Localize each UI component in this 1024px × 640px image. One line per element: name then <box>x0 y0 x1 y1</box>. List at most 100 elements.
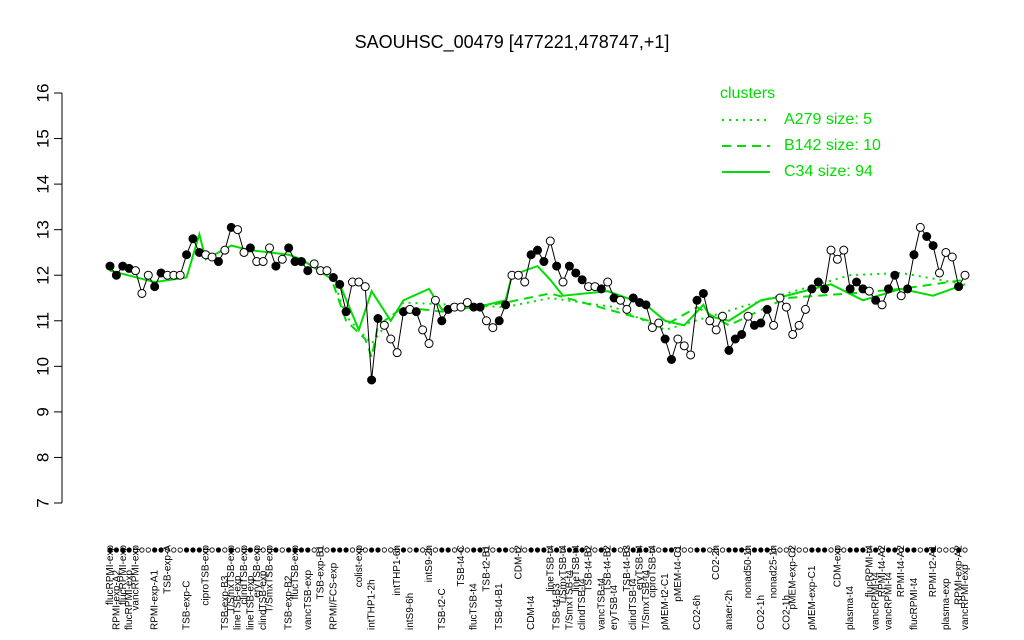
data-point <box>284 243 294 253</box>
data-point <box>679 341 689 351</box>
data-point <box>175 270 185 280</box>
sample-dot <box>400 547 407 553</box>
sample-label: RPMI/FCS-exp <box>328 562 339 630</box>
sample-label: TSB-t4-B2 <box>603 545 614 592</box>
sample-dot <box>324 547 330 553</box>
sample-dot <box>528 547 534 553</box>
sample-label: flucRPMI-exp <box>118 545 129 605</box>
sample-dot <box>885 547 892 553</box>
y-tick-label: 14 <box>33 175 52 194</box>
sample-label: vancRPMI-exp <box>131 545 142 611</box>
sample-label: T/SmxTSB-exp <box>265 545 276 613</box>
sample-dot <box>809 547 815 553</box>
sample-dot <box>196 547 202 553</box>
data-point <box>213 257 223 267</box>
sample-label: vancTSB-exp <box>303 570 314 630</box>
sample-dot <box>464 547 470 553</box>
sample-label: lineTSB-t4 <box>571 545 582 592</box>
data-point <box>871 295 881 305</box>
data-point <box>641 300 651 310</box>
sample-dot <box>700 547 706 553</box>
sample-dot <box>796 547 802 553</box>
data-point <box>698 288 708 298</box>
y-tick-label: 12 <box>33 266 52 285</box>
data-point <box>864 286 874 296</box>
sample-label: intTHP1-2h <box>367 579 378 630</box>
data-point <box>781 302 791 312</box>
y-tick-label: 11 <box>33 312 52 330</box>
data-point <box>424 339 434 349</box>
chart-title: SAOUHSC_00479 [477221,478747,+1] <box>355 32 670 53</box>
sample-dot <box>828 547 834 553</box>
sample-label: TSB-t2-C <box>437 588 448 630</box>
sample-dot <box>292 547 298 553</box>
sample-dot <box>904 547 911 553</box>
data-point <box>533 245 542 255</box>
data-point <box>373 314 383 323</box>
sample-dot <box>152 547 158 553</box>
sample-label: flucRPMI-t4 <box>909 577 920 630</box>
sample-label: nonad50-1h <box>743 545 754 598</box>
sample-dot <box>764 547 770 553</box>
data-point <box>462 298 472 308</box>
sample-label: TSB-exp-B2 <box>284 575 295 630</box>
data-point <box>839 245 849 255</box>
data-point <box>354 277 364 287</box>
sample-dot <box>337 547 343 553</box>
data-point <box>303 266 313 276</box>
sample-dot <box>611 547 617 553</box>
sample-label: eryTSB-t4 <box>609 585 620 630</box>
sample-dot <box>215 547 222 553</box>
sample-dot <box>356 547 362 553</box>
sample-dot <box>541 547 547 553</box>
sample-label: RPMI-t4-A2 <box>877 545 888 598</box>
y-tick-label: 7 <box>33 498 52 507</box>
data-point <box>915 222 925 232</box>
sample-dot <box>247 547 253 553</box>
data-point <box>143 270 153 280</box>
sample-label: vancTSB-t4 <box>596 577 607 630</box>
sample-label: clindTSB-exp <box>239 545 250 605</box>
sample-dot <box>630 547 636 553</box>
sample-label: RPMI-exp-A2 <box>111 570 122 630</box>
data-point <box>654 318 664 328</box>
sample-label: ciproTSB-t4 <box>647 545 658 598</box>
data-point <box>328 273 338 282</box>
data-point <box>258 257 268 267</box>
sample-label: pMEM-t2-C1 <box>660 573 671 630</box>
data-point <box>379 320 389 330</box>
sample-label: CDM-t4 <box>526 595 537 630</box>
data-point <box>596 284 606 294</box>
sample-dot <box>547 547 553 553</box>
sample-dot <box>432 547 439 553</box>
sample-label: RPMI-exp-A1 <box>150 570 161 630</box>
data-point <box>909 250 919 260</box>
sample-label: lineTSB-exp <box>245 575 256 630</box>
sample-dot <box>317 547 324 553</box>
sample-label: flucTSB-exp <box>290 545 301 600</box>
sample-dot <box>471 547 477 553</box>
sample-dot <box>439 547 445 553</box>
sample-dot <box>286 547 292 553</box>
sample-dot <box>420 547 426 553</box>
data-point <box>877 300 887 310</box>
data-point <box>954 282 964 292</box>
sample-label: TSB-t2-B1 <box>481 545 492 592</box>
sample-dot <box>298 547 305 553</box>
sample-dot <box>203 547 209 553</box>
sample-dot <box>668 547 675 553</box>
sample-dot <box>362 547 368 553</box>
sample-label: TSB-t4-B3 <box>622 545 633 592</box>
sample-dot <box>617 547 624 553</box>
sample-dot <box>719 547 726 553</box>
sample-dot <box>381 547 387 553</box>
sample-dot <box>636 547 643 553</box>
sample-dot <box>164 547 171 553</box>
data-point <box>788 329 798 339</box>
sample-dot <box>853 547 860 553</box>
sample-dot <box>254 547 260 553</box>
sample-dot <box>235 547 241 553</box>
data-point <box>520 277 530 287</box>
sample-dot <box>866 547 872 553</box>
data-point <box>137 288 147 298</box>
